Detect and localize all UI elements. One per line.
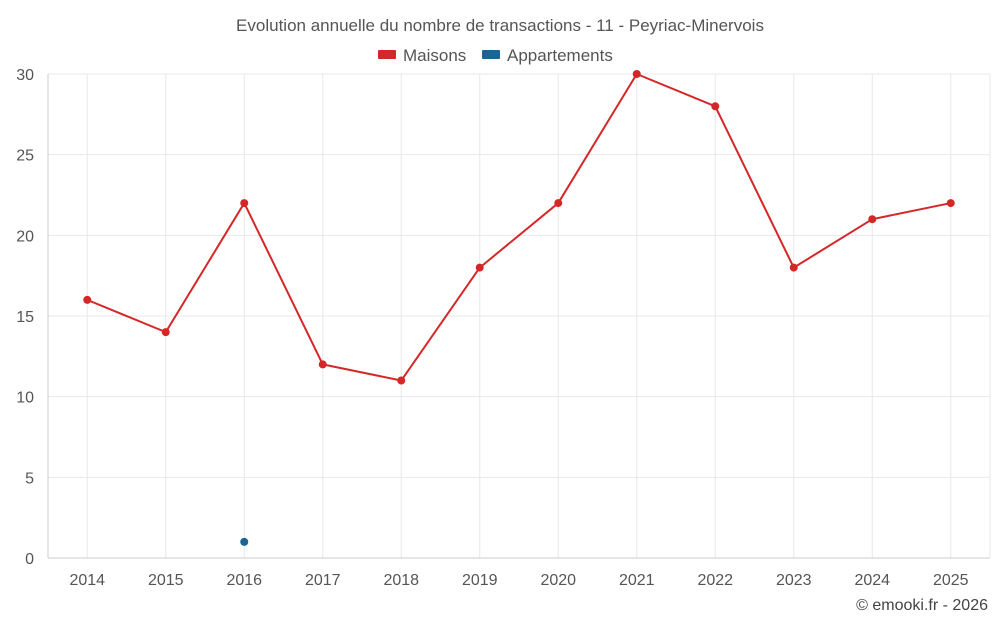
x-tick-label: 2019: [462, 572, 498, 589]
x-tick-label: 2025: [933, 572, 969, 589]
data-point-maisons-2015[interactable]: [161, 328, 170, 337]
series-line-maisons: [86, 73, 951, 382]
legend-swatch-maisons: [378, 50, 396, 59]
x-tick-label: 2016: [226, 572, 262, 589]
series-appartements: [240, 537, 249, 546]
y-tick-label: 15: [16, 309, 34, 326]
y-tick-label: 5: [25, 470, 34, 487]
chart-title: Evolution annuelle du nombre de transact…: [236, 16, 764, 35]
y-tick-label: 0: [25, 551, 34, 568]
legend-item-maisons[interactable]: Maisons: [378, 46, 466, 65]
legend-swatch-appartements: [482, 50, 500, 59]
data-point-maisons-2020[interactable]: [554, 199, 563, 208]
data-point-maisons-2017[interactable]: [318, 360, 327, 369]
y-tick-label: 10: [16, 390, 34, 407]
grid: [48, 73, 991, 558]
x-tick-label: 2018: [383, 572, 419, 589]
data-point-maisons-2022[interactable]: [711, 102, 720, 111]
series: [83, 70, 955, 546]
x-tick-label: 2022: [697, 572, 733, 589]
data-point-maisons-2018[interactable]: [397, 376, 406, 385]
legend-label-maisons: Maisons: [403, 46, 466, 65]
x-tick-label: 2017: [305, 572, 341, 589]
data-point-maisons-2023[interactable]: [789, 263, 798, 272]
x-tick-label: 2014: [69, 572, 105, 589]
x-tick-label: 2024: [854, 572, 890, 589]
data-point-maisons-2024[interactable]: [868, 215, 877, 224]
data-point-appartements-2016[interactable]: [240, 537, 249, 546]
y-tick-label: 25: [16, 148, 34, 165]
data-point-maisons-2021[interactable]: [632, 70, 641, 78]
x-tick-label: 2015: [148, 572, 184, 589]
legend-label-appartements: Appartements: [507, 46, 613, 65]
x-tick-label: 2020: [540, 572, 576, 589]
legend[interactable]: Maisons Appartements: [378, 46, 613, 65]
x-tick-label: 2023: [776, 572, 812, 589]
legend-item-appartements[interactable]: Appartements: [482, 46, 613, 65]
credit-text: © emooki.fr - 2026: [856, 597, 988, 614]
data-point-maisons-2019[interactable]: [475, 263, 484, 272]
data-point-maisons-2025[interactable]: [946, 199, 955, 208]
y-tick-label: 30: [16, 67, 34, 84]
x-tick-label: 2021: [619, 572, 655, 589]
data-point-maisons-2014[interactable]: [83, 295, 92, 304]
y-tick-label: 20: [16, 228, 34, 245]
series-maisons: [83, 70, 955, 385]
data-point-maisons-2016[interactable]: [240, 199, 249, 208]
